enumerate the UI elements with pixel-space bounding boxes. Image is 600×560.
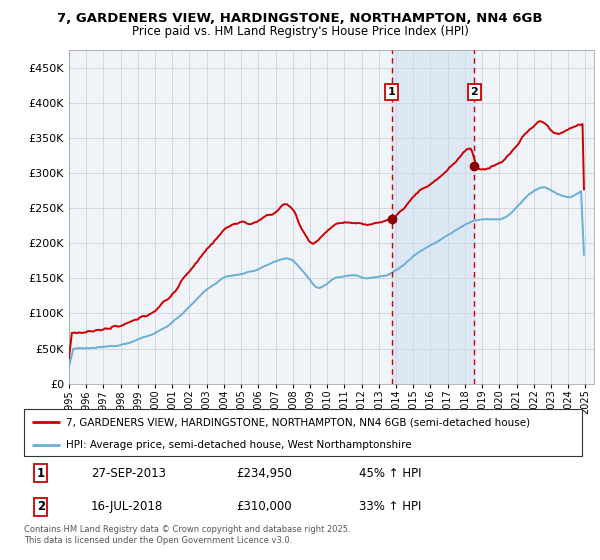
Bar	[392, 50, 474, 384]
Text: 2: 2	[37, 500, 45, 513]
Text: 7, GARDENERS VIEW, HARDINGSTONE, NORTHAMPTON, NN4 6GB (semi-detached house): 7, GARDENERS VIEW, HARDINGSTONE, NORTHAM…	[66, 417, 530, 427]
Text: Price paid vs. HM Land Registry's House Price Index (HPI): Price paid vs. HM Land Registry's House …	[131, 25, 469, 38]
Text: Contains HM Land Registry data © Crown copyright and database right 2025.
This d: Contains HM Land Registry data © Crown c…	[24, 525, 350, 545]
Text: 33% ↑ HPI: 33% ↑ HPI	[359, 500, 421, 513]
Text: 27-SEP-2013: 27-SEP-2013	[91, 467, 166, 480]
Text: HPI: Average price, semi-detached house, West Northamptonshire: HPI: Average price, semi-detached house,…	[66, 440, 412, 450]
Text: 2: 2	[470, 87, 478, 97]
Text: £310,000: £310,000	[236, 500, 292, 513]
Text: 7, GARDENERS VIEW, HARDINGSTONE, NORTHAMPTON, NN4 6GB: 7, GARDENERS VIEW, HARDINGSTONE, NORTHAM…	[57, 12, 543, 25]
FancyBboxPatch shape	[24, 409, 582, 456]
Text: 16-JUL-2018: 16-JUL-2018	[91, 500, 163, 513]
Text: 1: 1	[388, 87, 395, 97]
Text: £234,950: £234,950	[236, 467, 292, 480]
Text: 1: 1	[37, 467, 45, 480]
Text: 45% ↑ HPI: 45% ↑ HPI	[359, 467, 421, 480]
